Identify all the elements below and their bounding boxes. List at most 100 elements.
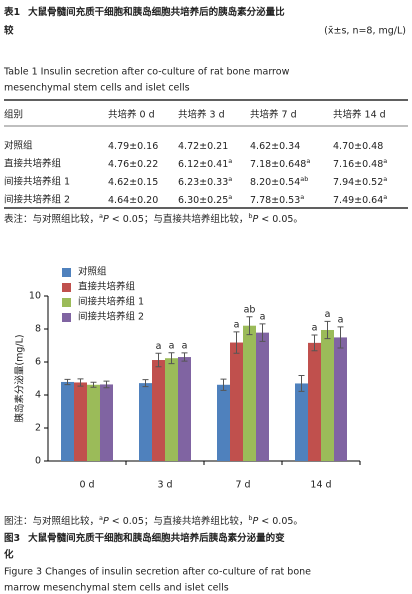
table-cell: 6.12±0.41a bbox=[178, 157, 232, 170]
legend-swatch bbox=[62, 283, 71, 292]
table-title: 表1 大鼠骨髓间充质干细胞和胰岛细胞共培养后的胰岛素分泌量比 bbox=[3, 6, 285, 18]
table-cell: 7.94±0.52a bbox=[333, 175, 387, 188]
bar bbox=[139, 383, 152, 461]
bar-annotation: a bbox=[312, 322, 318, 333]
cell-value: 6.30±0.25 bbox=[178, 195, 228, 206]
bar bbox=[230, 342, 243, 461]
table-cell: 7.49±0.64a bbox=[333, 193, 387, 206]
figure-note: 图注：与对照组比较，aP < 0.05；与直接共培养组比较，bP < 0.05。 bbox=[4, 514, 303, 527]
table-title-text: 较 bbox=[4, 25, 14, 37]
x-tick-label: 7 d bbox=[235, 480, 250, 491]
bar bbox=[334, 337, 347, 461]
cell-value: 7.78±0.53 bbox=[250, 195, 300, 206]
table-cell: 8.20±0.54ab bbox=[250, 175, 308, 188]
cell-value: 4.79±0.16 bbox=[108, 141, 158, 152]
x-tick-label: 14 d bbox=[310, 480, 331, 491]
bar bbox=[87, 384, 100, 461]
cell-mark: a bbox=[383, 193, 387, 201]
error-bar bbox=[220, 378, 227, 391]
table-cell: 4.62±0.15 bbox=[108, 177, 158, 188]
table-cell: 4.70±0.48 bbox=[333, 141, 383, 152]
cell-value: 7.18±0.648 bbox=[250, 159, 306, 170]
table-cell: 7.78±0.53a bbox=[250, 193, 304, 206]
table-cell: 4.62±0.34 bbox=[250, 141, 300, 152]
table-cell: 7.18±0.648a bbox=[250, 157, 310, 170]
table-cell: 直接共培养组 bbox=[4, 158, 62, 170]
table-cell: 4.64±0.20 bbox=[108, 195, 158, 206]
bar bbox=[165, 358, 178, 461]
bar-annotation: a bbox=[325, 309, 331, 320]
table-title-en: mesenchymal stem cells and islet cells bbox=[4, 83, 190, 94]
cell-mark: a bbox=[300, 193, 304, 201]
bar bbox=[152, 360, 165, 461]
table-title-en: Table 1 Insulin secretion after co-cultu… bbox=[3, 67, 290, 78]
bar-annotation: a bbox=[234, 319, 240, 330]
y-tick-label: 4 bbox=[35, 390, 41, 401]
note-sup: b bbox=[248, 514, 252, 522]
table-cell: 4.79±0.16 bbox=[108, 141, 158, 152]
cell-value: 4.64±0.20 bbox=[108, 195, 158, 206]
error-bar bbox=[168, 352, 175, 365]
table-cell: 6.30±0.25a bbox=[178, 193, 232, 206]
cell-mark: a bbox=[228, 193, 232, 201]
note-sup: b bbox=[248, 212, 252, 220]
bar bbox=[256, 332, 269, 461]
table-header: 共培养 7 d bbox=[250, 109, 297, 121]
note-text: P bbox=[253, 516, 259, 527]
table-unit: (x̄±s, n=8, mg/L) bbox=[324, 26, 406, 37]
error-bar bbox=[181, 352, 188, 362]
note-text: < 0.05；与直接共培养组比较， bbox=[109, 515, 249, 527]
table-header: 共培养 3 d bbox=[178, 109, 225, 121]
cell-mark: a bbox=[228, 175, 232, 183]
legend-label: 间接共培养组 1 bbox=[78, 296, 144, 308]
legend-label: 间接共培养组 2 bbox=[78, 311, 144, 323]
legend-label: 对照组 bbox=[78, 266, 107, 278]
cell-mark: a bbox=[383, 157, 387, 165]
cell-value: 4.62±0.34 bbox=[250, 141, 300, 152]
y-tick-label: 8 bbox=[35, 324, 41, 335]
figure-title-en: Figure 3 Changes of insulin secretion af… bbox=[4, 567, 311, 578]
cell-mark: a bbox=[383, 175, 387, 183]
error-bar bbox=[259, 323, 266, 342]
error-bar bbox=[233, 331, 240, 354]
cell-value: 7.49±0.64 bbox=[333, 195, 383, 206]
error-bar bbox=[246, 316, 253, 336]
error-bar bbox=[155, 352, 162, 368]
note-sup: a bbox=[99, 514, 103, 522]
table-cell: 4.72±0.21 bbox=[178, 141, 228, 152]
bar bbox=[74, 382, 87, 461]
x-tick-label: 3 d bbox=[157, 480, 172, 491]
y-tick-label: 2 bbox=[35, 423, 41, 434]
table-cell: 7.16±0.48a bbox=[333, 157, 387, 170]
figure-title-text: 化 bbox=[4, 549, 14, 561]
note-text: P bbox=[103, 214, 109, 225]
table-cell: 对照组 bbox=[4, 140, 33, 152]
note-text: < 0.05；与直接共培养组比较， bbox=[109, 213, 249, 225]
note-text: < 0.05。 bbox=[258, 516, 303, 527]
bar-annotation: a bbox=[156, 341, 162, 352]
error-bar bbox=[337, 326, 344, 349]
note-text: < 0.05。 bbox=[258, 214, 303, 225]
bar-annotation: a bbox=[182, 340, 188, 351]
table-cell: 间接共培养组 1 bbox=[4, 176, 70, 188]
legend-swatch bbox=[62, 298, 71, 307]
figure-label: 图3 bbox=[4, 533, 20, 544]
legend-swatch bbox=[62, 313, 71, 322]
table-cell: 间接共培养组 2 bbox=[4, 194, 70, 206]
y-tick-label: 10 bbox=[29, 291, 41, 302]
table-label: 表1 bbox=[3, 6, 20, 18]
table-title-text: 大鼠骨髓间充质干细胞和胰岛细胞共培养后的胰岛素分泌量比 bbox=[28, 6, 285, 18]
error-bar bbox=[311, 334, 318, 352]
figure-title-en: marrow mesenchymal stem cells and islet … bbox=[4, 583, 229, 594]
cell-value: 4.72±0.21 bbox=[178, 141, 228, 152]
bar bbox=[217, 384, 230, 461]
bar bbox=[243, 325, 256, 461]
table-cell: 4.76±0.22 bbox=[108, 159, 158, 170]
table-header: 共培养 0 d bbox=[108, 109, 155, 121]
bar bbox=[100, 384, 113, 461]
error-bar bbox=[103, 380, 110, 389]
bar bbox=[308, 342, 321, 461]
note-sup: a bbox=[99, 212, 103, 220]
bar-annotation: a bbox=[338, 314, 344, 325]
legend-swatch bbox=[62, 268, 71, 277]
